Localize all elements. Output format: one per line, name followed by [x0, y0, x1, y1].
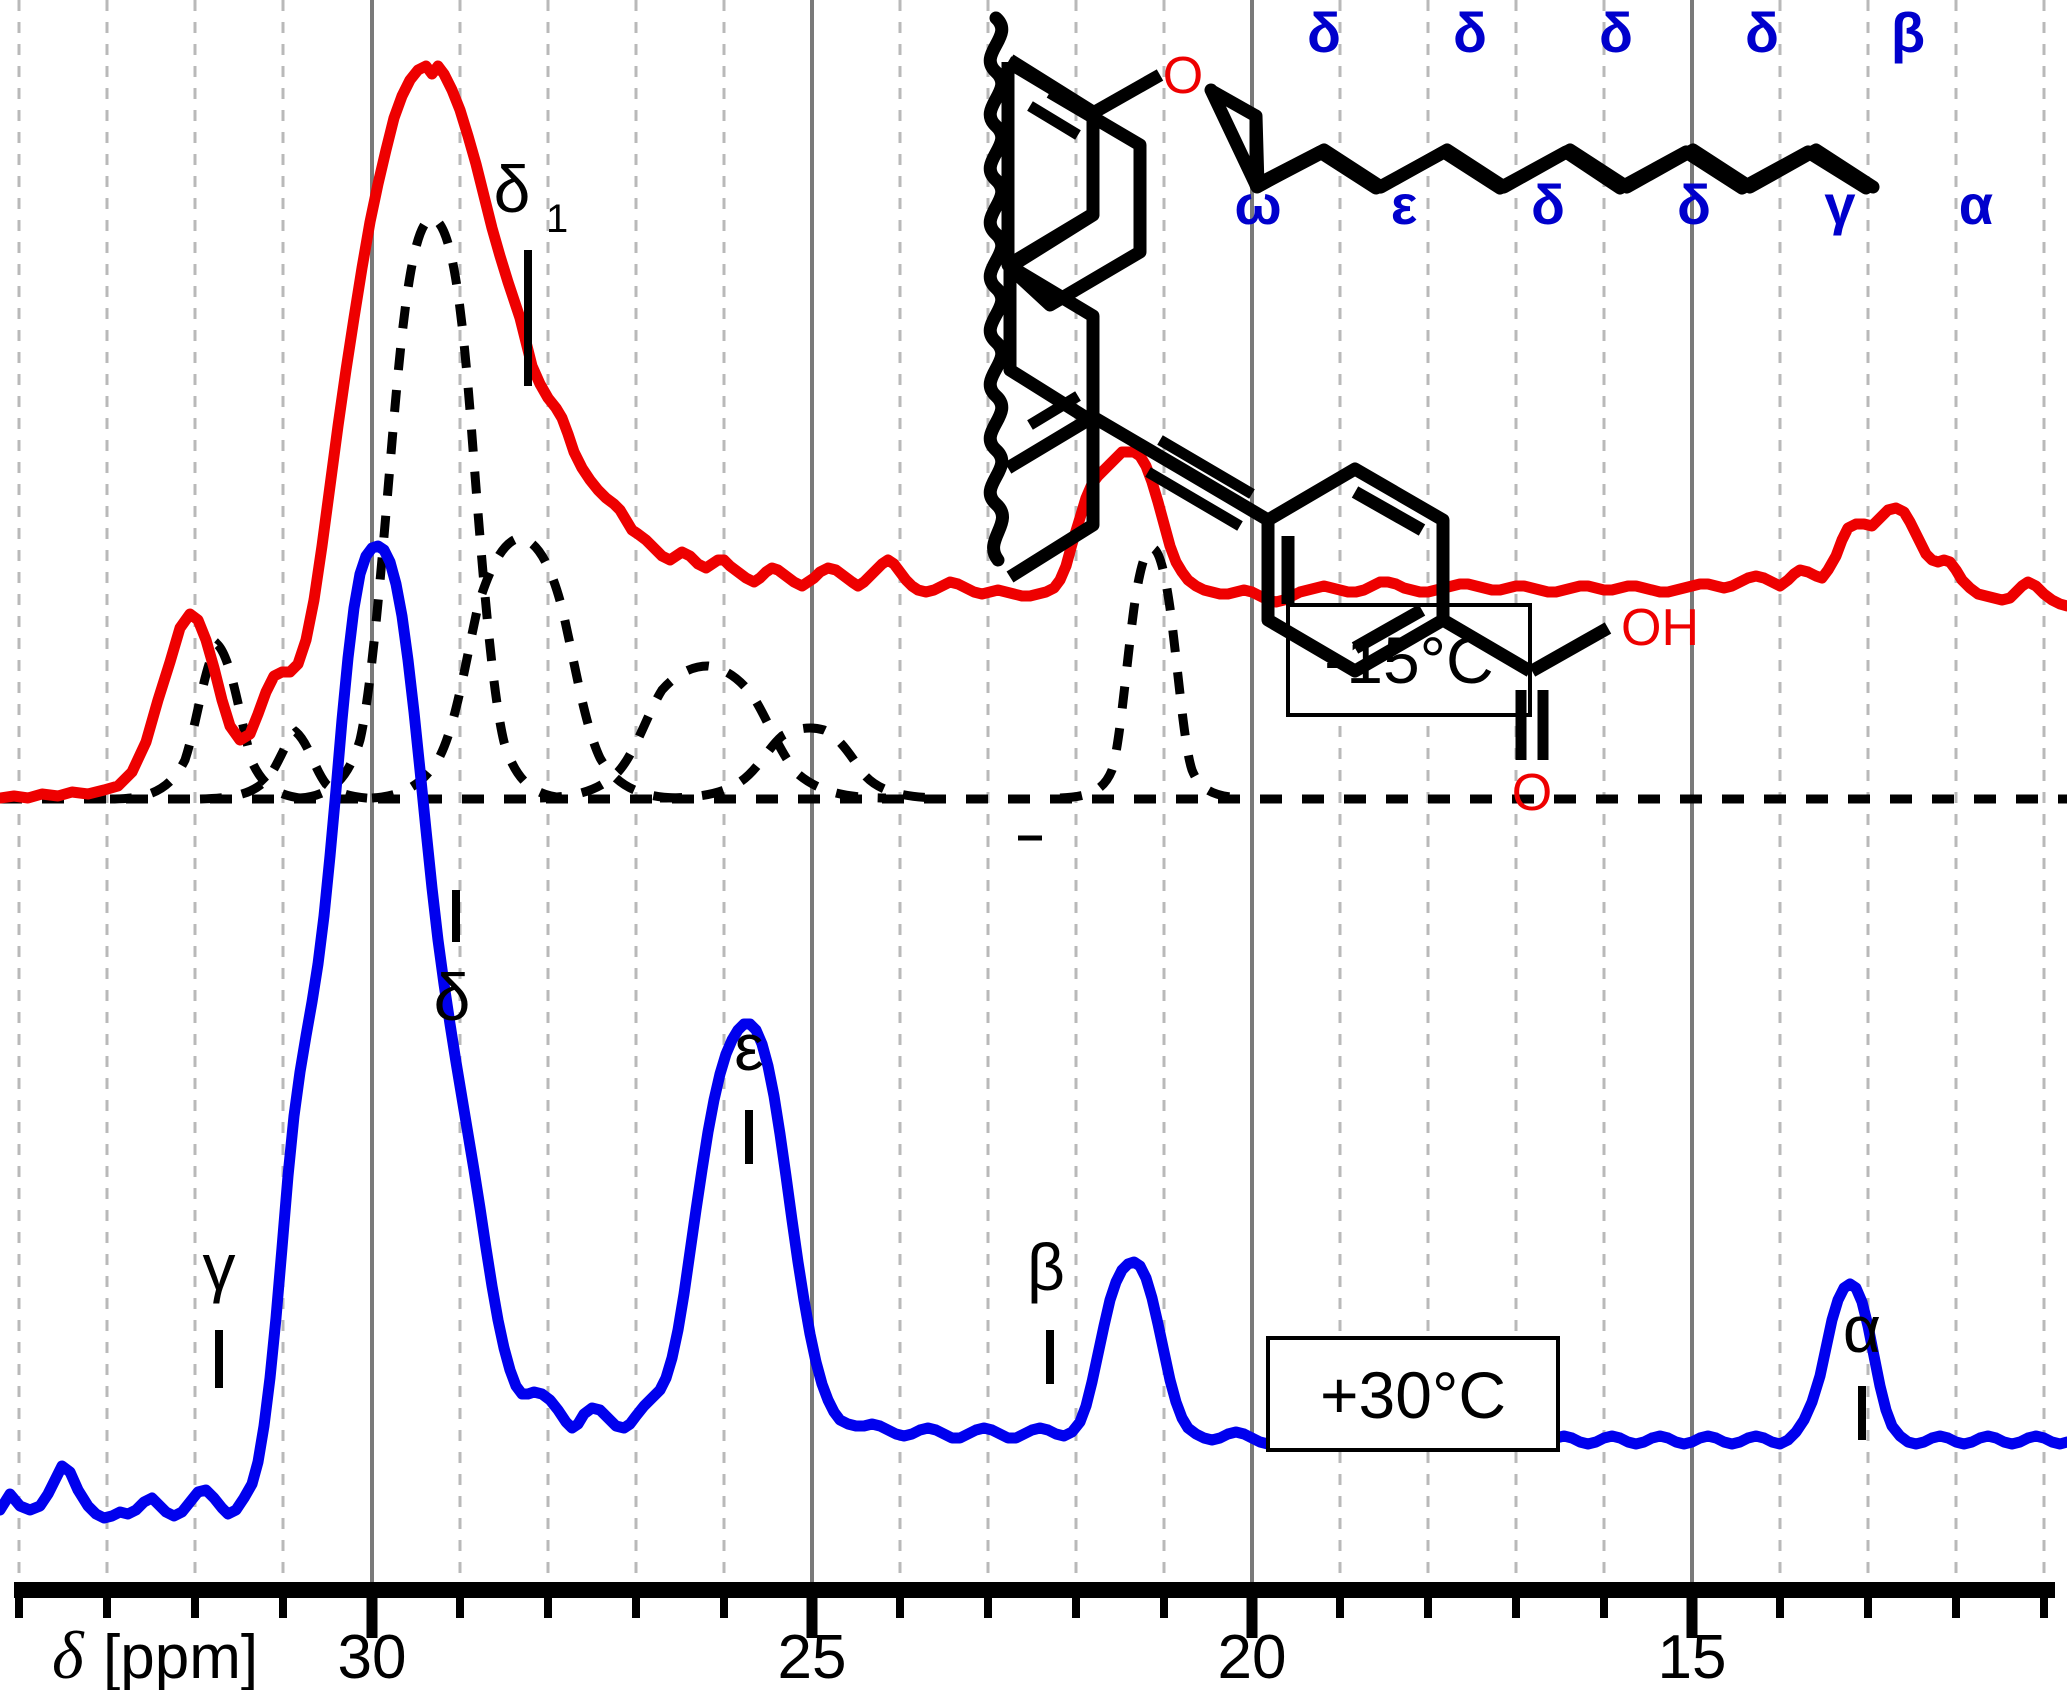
chain-label-bottom-2: δ — [1531, 173, 1565, 236]
peak-label-delta1-subscript: 1 — [546, 197, 568, 241]
chain-label-bottom-0: ω — [1234, 173, 1281, 236]
phenoxy-ring-double-bonds — [1027, 101, 1081, 430]
axis-title-units: [ppm] — [103, 1623, 258, 1690]
oxygen-label: O — [1163, 47, 1203, 105]
peak-label-delta1: δ — [494, 152, 531, 226]
peak-label-epsilon: ε — [734, 1010, 763, 1084]
axis-tick-label-20: 20 — [1218, 1623, 1287, 1690]
hydroxyl-bond — [1528, 622, 1612, 677]
peak-label-alpha: α — [1843, 1292, 1881, 1366]
peak-annotation-alpha: α — [1843, 1292, 1881, 1440]
peak-annotation-delta: δ — [434, 890, 471, 1034]
temperature-label-warm: +30°C — [1320, 1358, 1506, 1432]
high-temperature-spectrum — [0, 540, 2067, 1524]
low-temperature-spectrum — [0, 60, 2067, 804]
chain-label-top-2: δ — [1599, 1, 1633, 64]
peak-label-beta: β — [1027, 1230, 1065, 1304]
phenoxy-ring-clean — [1001, 56, 1100, 474]
peak-label-delta: δ — [434, 960, 471, 1034]
fit-component-beta — [1059, 543, 1245, 803]
axis-title-symbol: δ — [52, 1617, 85, 1690]
carbonyl-oxygen-label: O — [1512, 764, 1552, 822]
axis-tick-label-25: 25 — [778, 1623, 847, 1690]
chain-label-top-1: δ — [1453, 1, 1487, 64]
chain-label-bottom-4: γ — [1824, 173, 1855, 236]
aryl-oxygen-bond — [1089, 69, 1164, 119]
temperature-badge-warm: +30°C — [1266, 1336, 1560, 1452]
fit-component-b — [199, 726, 393, 804]
chain-label-top-0: δ — [1307, 1, 1341, 64]
alkyne-triple-bond-inner — [1145, 435, 1255, 531]
fit-component-gamma — [109, 638, 321, 804]
chain-label-bottom-1: ε — [1391, 173, 1418, 236]
x-axis: δ [ppm] 30 25 20 15 — [14, 1582, 2055, 1690]
axis-tick-label-15: 15 — [1658, 1623, 1727, 1690]
fit-component-mid — [539, 661, 887, 803]
alkyl-chain-clean — [1204, 83, 1880, 194]
peak-label-gamma: γ — [203, 1230, 236, 1304]
peak-annotation-gamma: γ — [203, 1230, 236, 1388]
fit-component-epsilon — [659, 723, 945, 803]
deconvolution-components — [0, 213, 2067, 804]
polymer-attachment-squiggle — [983, 11, 1009, 567]
hydroxyl-label: OH — [1621, 599, 1699, 657]
peak-annotation-delta1: δ 1 — [494, 152, 568, 386]
alkyne-linker — [1089, 411, 1272, 526]
fit-component-delta1 — [371, 533, 677, 803]
peak-annotation-beta: β — [1027, 1230, 1065, 1384]
molecular-structure-inset: O O OH δ δ δ δ β ω ε δ δ — [983, 1, 1993, 822]
chain-label-bottom-5: α — [1959, 173, 1993, 236]
peak-annotation-epsilon: ε — [734, 1010, 764, 1164]
fit-component-delta-main — [299, 213, 567, 803]
chain-label-bottom-3: δ — [1677, 173, 1711, 236]
chain-label-top-3: δ — [1745, 1, 1779, 64]
carboxyl-bond — [1439, 614, 1534, 677]
axis-tick-label-30: 30 — [338, 1623, 407, 1690]
carbonyl-double-bond — [1515, 690, 1549, 760]
chain-label-top-4: β — [1891, 1, 1925, 64]
